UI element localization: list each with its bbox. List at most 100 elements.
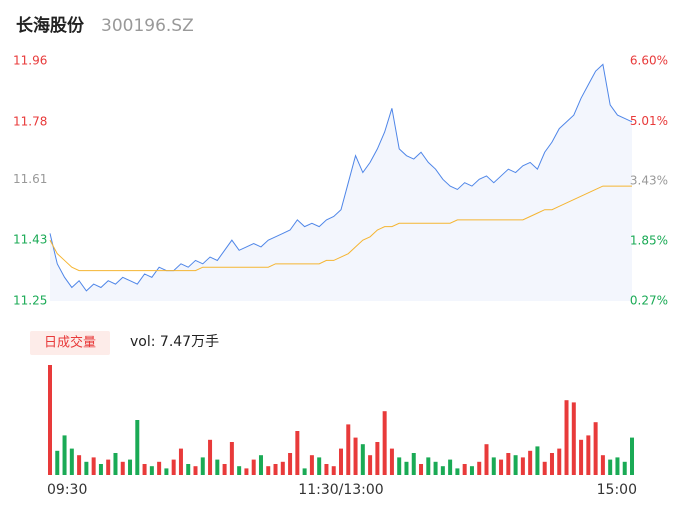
volume-bar <box>506 453 511 475</box>
volume-bar <box>622 461 627 475</box>
price-line <box>49 63 633 292</box>
y-tick-label: 11.61 <box>13 172 47 186</box>
volume-bar <box>200 457 205 475</box>
volume-bar <box>520 457 525 475</box>
volume-bar <box>244 468 249 475</box>
volume-bar <box>229 442 234 475</box>
y-tick-label: 11.78 <box>13 114 47 128</box>
volume-bar <box>91 457 96 475</box>
volume-bar <box>178 448 183 475</box>
y2-tick-label: 0.27% <box>630 294 668 308</box>
volume-bar <box>397 457 402 475</box>
volume-bar <box>353 437 358 475</box>
volume-bar <box>84 461 89 475</box>
y2-tick-label: 1.85% <box>630 234 668 248</box>
volume-bar <box>448 459 453 475</box>
y-tick-label: 11.96 <box>13 54 47 68</box>
volume-bar <box>426 457 431 475</box>
volume-bar <box>309 455 314 475</box>
volume-bar <box>69 448 74 475</box>
volume-bar <box>477 461 482 475</box>
volume-bar <box>491 457 496 475</box>
x-tick-label: 11:30/13:00 <box>298 482 383 498</box>
legend-button[interactable] <box>30 331 110 355</box>
volume-bar <box>113 453 118 475</box>
volume-bar <box>535 446 540 475</box>
volume-bar <box>142 464 147 475</box>
volume-bar <box>280 461 285 475</box>
volume-bar <box>419 464 424 475</box>
volume-bar <box>215 459 220 475</box>
volume-bar <box>375 442 380 475</box>
volume-bar <box>295 431 300 475</box>
volume-bar <box>157 461 162 475</box>
volume-bar <box>615 457 620 475</box>
volume-bar <box>77 455 82 475</box>
volume-bar <box>484 444 489 475</box>
volume-bar <box>564 400 569 475</box>
x-tick-label: 15:00 <box>597 482 637 498</box>
volume-bar <box>338 448 344 475</box>
volume-bar <box>302 468 307 475</box>
volume-bar <box>47 365 53 475</box>
volume-bar <box>593 422 598 475</box>
price-area <box>50 64 632 301</box>
volume-bar <box>513 455 518 475</box>
volume-bar <box>579 439 584 475</box>
volume-bar <box>455 468 460 475</box>
volume-bar <box>258 455 263 475</box>
volume-bar <box>171 459 176 475</box>
volume-bar <box>106 459 111 475</box>
y2-tick-label: 3.43% <box>630 174 668 188</box>
volume-bar <box>557 448 562 475</box>
volume-bar <box>288 453 293 475</box>
volume-bar <box>586 435 591 475</box>
x-tick-label: 09:30 <box>47 482 87 498</box>
volume-bar <box>389 448 394 475</box>
volume-bar <box>600 455 605 475</box>
volume-bar <box>382 411 387 475</box>
volume-bar <box>222 464 227 475</box>
y2-tick-label: 6.60% <box>630 54 668 68</box>
volume-bar <box>208 439 213 475</box>
volume-bar <box>404 461 409 475</box>
stock-code: 300196.SZ <box>101 16 194 36</box>
volume-bar <box>266 466 271 475</box>
volume-bar <box>542 461 547 475</box>
volume-bar <box>273 464 278 475</box>
volume-bar <box>549 453 554 475</box>
volume-bar <box>55 450 60 475</box>
volume-bar <box>149 466 154 475</box>
volume-bar <box>608 459 613 475</box>
volume-bar <box>317 457 322 475</box>
volume-bar <box>629 437 635 475</box>
legend-label[interactable]: 日成交量 <box>44 335 96 351</box>
volume-bar <box>469 466 474 475</box>
volume-bar <box>62 435 67 475</box>
volume-bar <box>193 466 198 475</box>
volume-bar <box>120 461 125 475</box>
volume-bar <box>98 464 103 475</box>
volume-bar <box>571 402 576 475</box>
volume-bar <box>440 466 445 475</box>
volume-bar <box>499 459 504 475</box>
volume-bar <box>411 453 416 475</box>
volume-bar <box>128 459 133 475</box>
volume-bar <box>186 464 191 475</box>
stock-name: 长海股份 <box>16 15 85 36</box>
average-line <box>49 185 632 272</box>
volume-bar <box>360 444 365 475</box>
y2-tick-label: 5.01% <box>630 114 668 128</box>
volume-bar <box>135 420 140 475</box>
volume-bar <box>462 464 467 475</box>
volume-summary: vol: 7.47万手 <box>130 334 219 350</box>
volume-bar <box>331 466 336 475</box>
volume-bar <box>433 461 438 475</box>
volume-bar <box>368 455 373 475</box>
y-tick-label: 11.43 <box>13 233 47 247</box>
volume-bar <box>346 424 351 475</box>
volume-bar <box>528 450 533 475</box>
y-tick-label: 11.25 <box>13 294 47 308</box>
